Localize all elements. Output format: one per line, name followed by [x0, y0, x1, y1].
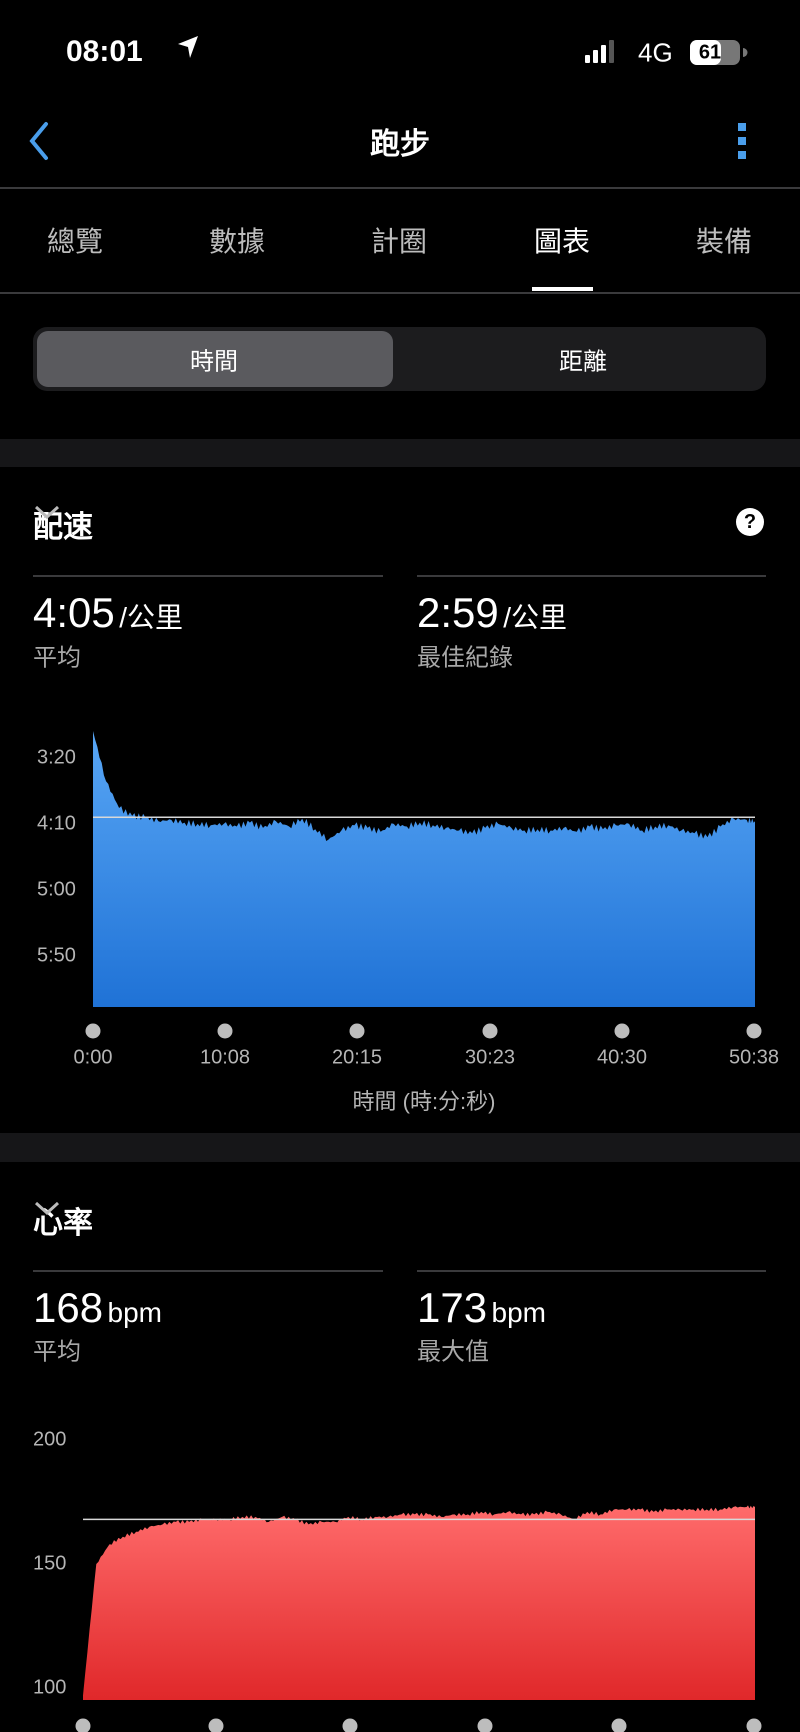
hr-y-tick: 200: [33, 1428, 67, 1451]
pace-title: 配速: [33, 511, 93, 544]
segment-distance-label: 距離: [559, 348, 607, 376]
divider: [417, 1270, 766, 1272]
section-separator: [0, 1133, 800, 1162]
hr-x-tick-dot: [75, 1718, 91, 1732]
avg-hr-stat: 168 bpm: [33, 1284, 162, 1332]
battery-level: 61: [698, 41, 722, 64]
pace-x-tick: 40:30: [596, 1046, 648, 1069]
chevron-down-icon: [34, 1201, 60, 1216]
segment-time-label: 時間: [190, 348, 238, 376]
tab-overview[interactable]: 總覽: [46, 226, 104, 257]
pace-x-tick-dot: [85, 1023, 101, 1039]
kebab-menu-icon: [738, 123, 746, 159]
avg-pace-label: 平均: [33, 644, 81, 672]
pace-x-tick-dot: [746, 1023, 762, 1039]
pace-x-tick-dot: [217, 1023, 233, 1039]
hr-x-tick-dot: [208, 1718, 224, 1732]
network-type: 4G: [638, 37, 673, 68]
hr-x-tick-dot: [477, 1718, 493, 1732]
hr-x-tick-dot: [746, 1718, 762, 1732]
pace-x-tick-dot: [349, 1023, 365, 1039]
max-hr-label: 最大值: [417, 1338, 489, 1366]
best-pace-stat: 2:59 /公里: [417, 589, 567, 637]
avg-hr-unit: bpm: [107, 1297, 162, 1328]
pace-y-tick: 5:00: [37, 878, 76, 901]
max-hr-stat: 173 bpm: [417, 1284, 546, 1332]
hr-x-tick-dot: [342, 1718, 358, 1732]
pace-x-axis-title: 時間 (時:分:秒): [352, 1089, 496, 1114]
section-separator: [0, 439, 800, 467]
max-hr-value: 173: [417, 1284, 488, 1331]
status-time: 08:01: [66, 35, 143, 68]
help-icon[interactable]: ?: [736, 508, 764, 536]
pace-y-tick: 3:20: [37, 746, 76, 769]
tab-stats[interactable]: 數據: [208, 226, 266, 257]
divider: [0, 292, 800, 294]
best-pace-unit: /公里: [503, 602, 567, 633]
avg-pace-stat: 4:05 /公里: [33, 589, 183, 637]
more-options-button[interactable]: [730, 118, 754, 164]
pace-y-tick: 5:50: [37, 944, 76, 967]
pace-x-tick: 30:23: [464, 1046, 516, 1069]
tab-gear[interactable]: 裝備: [695, 226, 753, 257]
hr-area: [83, 1505, 755, 1700]
pace-x-tick: 0:00: [73, 1046, 113, 1069]
max-hr-unit: bpm: [491, 1297, 546, 1328]
hr-metric-dropdown[interactable]: 心率: [33, 1198, 93, 1242]
chevron-left-icon: [29, 122, 48, 160]
pace-area: [93, 731, 755, 1007]
pace-y-tick: 4:10: [37, 812, 76, 835]
divider: [33, 575, 383, 577]
pace-x-tick: 10:08: [199, 1046, 251, 1069]
pace-x-tick: 20:15: [331, 1046, 383, 1069]
tab-laps[interactable]: 計圈: [370, 226, 428, 257]
divider: [33, 1270, 383, 1272]
tab-charts[interactable]: 圖表: [533, 226, 591, 257]
hr-title: 心率: [33, 1207, 93, 1240]
divider: [0, 187, 800, 189]
page-title: 跑步: [370, 128, 430, 161]
hr-y-tick: 150: [33, 1552, 67, 1575]
pace-x-tick-dot: [482, 1023, 498, 1039]
avg-hr-value: 168: [33, 1284, 104, 1331]
avg-pace-value: 4:05: [33, 589, 115, 636]
avg-pace-unit: /公里: [119, 602, 183, 633]
avg-hr-label: 平均: [33, 1338, 81, 1366]
back-button[interactable]: [20, 116, 60, 166]
pace-x-tick-dot: [614, 1023, 630, 1039]
pace-x-tick: 50:38: [728, 1046, 780, 1069]
active-tab-indicator: [532, 287, 593, 291]
pace-metric-dropdown[interactable]: 配速: [33, 502, 93, 546]
divider: [417, 575, 766, 577]
hr-y-tick: 100: [33, 1676, 67, 1699]
best-pace-label: 最佳紀錄: [417, 644, 513, 672]
chevron-down-icon: [34, 505, 60, 520]
segment-time[interactable]: [37, 331, 393, 387]
hr-x-tick-dot: [611, 1718, 627, 1732]
best-pace-value: 2:59: [417, 589, 499, 636]
